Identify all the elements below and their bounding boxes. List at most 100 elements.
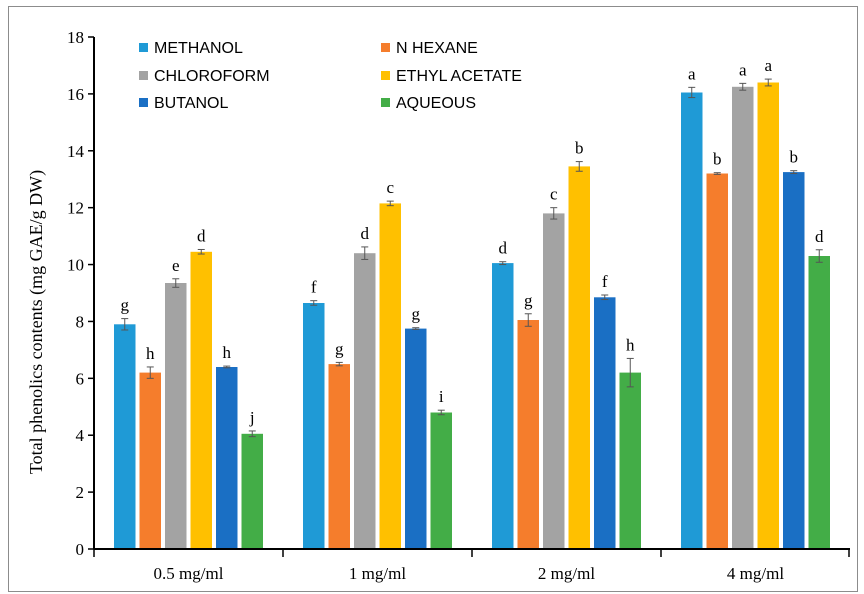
error-bar [713, 172, 721, 175]
bar-n-hexane-1 [139, 372, 161, 549]
significance-label: b [790, 148, 799, 167]
bar-ethyl-acetate-3 [568, 166, 590, 549]
error-bar [121, 318, 129, 331]
legend-swatch [139, 98, 148, 107]
bar-chloroform-3 [543, 213, 565, 549]
bar-n-hexane-2 [328, 364, 350, 549]
error-bar [412, 327, 420, 330]
significance-label: a [688, 64, 696, 83]
error-bar [223, 365, 231, 369]
error-bar [335, 361, 343, 367]
error-bar [790, 170, 798, 175]
y-tick-label: 6 [76, 369, 85, 388]
x-tick-label: 1 mg/ml [349, 564, 406, 583]
significance-label: d [499, 239, 508, 258]
error-bar [524, 313, 532, 327]
legend: METHANOL N HEXANE CHLOROFORM ETHYL ACETATE B… [139, 40, 522, 112]
y-tick-label: 12 [67, 199, 84, 218]
legend-swatch [139, 71, 148, 80]
bar-chloroform-4 [732, 86, 754, 550]
significance-label: b [713, 150, 722, 169]
error-bar [146, 366, 154, 379]
significance-label: a [764, 56, 772, 75]
bar-butanol-4 [783, 172, 805, 549]
bar-ethyl-acetate-2 [379, 203, 401, 549]
bar-methanol-2 [303, 303, 325, 549]
x-tick-label: 4 mg/ml [727, 564, 784, 583]
bar-n-hexane-3 [517, 320, 539, 549]
error-bar [815, 249, 823, 263]
error-bar [601, 294, 609, 301]
y-tick-label: 14 [67, 142, 85, 161]
bar-aqueous-1 [241, 433, 263, 549]
legend-swatch [381, 43, 390, 52]
significance-label: d [197, 227, 206, 246]
y-tick-label: 10 [67, 256, 84, 275]
significance-label: a [739, 60, 747, 79]
y-tick-label: 16 [67, 85, 84, 104]
error-bar [172, 278, 180, 288]
significance-label: j [249, 408, 255, 427]
legend-label: ETHYL ACETATE [396, 68, 522, 85]
significance-label: f [311, 278, 317, 297]
significance-label: i [439, 387, 444, 406]
error-bar [248, 430, 256, 438]
significance-label: g [524, 291, 533, 310]
bar-aqueous-3 [619, 372, 641, 549]
x-tick-label: 2 mg/ml [538, 564, 595, 583]
significance-label: d [815, 227, 824, 246]
significance-label: h [223, 343, 232, 362]
significance-label: h [146, 344, 155, 363]
x-tick-label: 0.5 mg/ml [154, 564, 224, 583]
legend-label: N HEXANE [396, 40, 478, 57]
significance-label: h [626, 335, 635, 354]
significance-label: g [121, 296, 130, 315]
bar-methanol-4 [681, 92, 703, 549]
legend-label: AQUEOUS [396, 95, 476, 112]
error-bar [386, 200, 394, 207]
legend-swatch [139, 43, 148, 52]
error-bar [310, 300, 318, 306]
error-bar [437, 409, 445, 416]
significance-label: c [386, 178, 394, 197]
legend-label: METHANOL [154, 40, 243, 57]
bar-methanol-1 [114, 324, 136, 549]
bar-aqueous-2 [430, 412, 452, 549]
significance-label: e [172, 256, 180, 275]
legend-item-ethyl-acetate: ETHYL ACETATE [381, 68, 522, 85]
bar-ethyl-acetate-1 [190, 251, 212, 550]
legend-label: CHLOROFORM [154, 68, 270, 85]
legend-item-chloroform: CHLOROFORM [139, 68, 270, 85]
y-axis-label: Total phenolics contents (mg GAE/g DW) [26, 170, 47, 474]
bar-butanol-2 [405, 328, 427, 549]
y-tick-label: 18 [67, 28, 84, 47]
y-tick-label: 4 [76, 426, 85, 445]
significance-label: f [602, 272, 608, 291]
error-bar [739, 82, 747, 91]
legend-swatch [381, 98, 390, 107]
y-tick-label: 2 [76, 483, 85, 502]
error-bar [499, 261, 507, 266]
bar-aqueous-4 [808, 256, 830, 549]
y-tick-label: 0 [76, 540, 85, 559]
error-bar [550, 207, 558, 220]
error-bar [361, 246, 369, 260]
significance-label: g [412, 305, 421, 324]
legend-item-aqueous: AQUEOUS [381, 95, 476, 112]
legend-swatch [381, 71, 390, 80]
legend-item-butanol: BUTANOL [139, 95, 228, 112]
error-bar [764, 78, 772, 87]
legend-item-n-hexane: N HEXANE [381, 40, 478, 57]
bar-butanol-3 [594, 297, 616, 549]
error-bar [575, 161, 583, 172]
significance-label: b [575, 139, 584, 158]
legend-label: BUTANOL [154, 95, 228, 112]
y-tick-label: 8 [76, 312, 85, 331]
bar-ethyl-acetate-4 [757, 82, 779, 549]
error-bar [626, 357, 634, 388]
significance-label: g [335, 339, 344, 358]
axes: 0 2 4 6 8 10 12 14 16 18 0.5 mg/ml 1 mg/ml 2 mg/ml 4 … [67, 28, 850, 583]
error-bar [688, 86, 696, 99]
bar-n-hexane-4 [706, 173, 728, 549]
